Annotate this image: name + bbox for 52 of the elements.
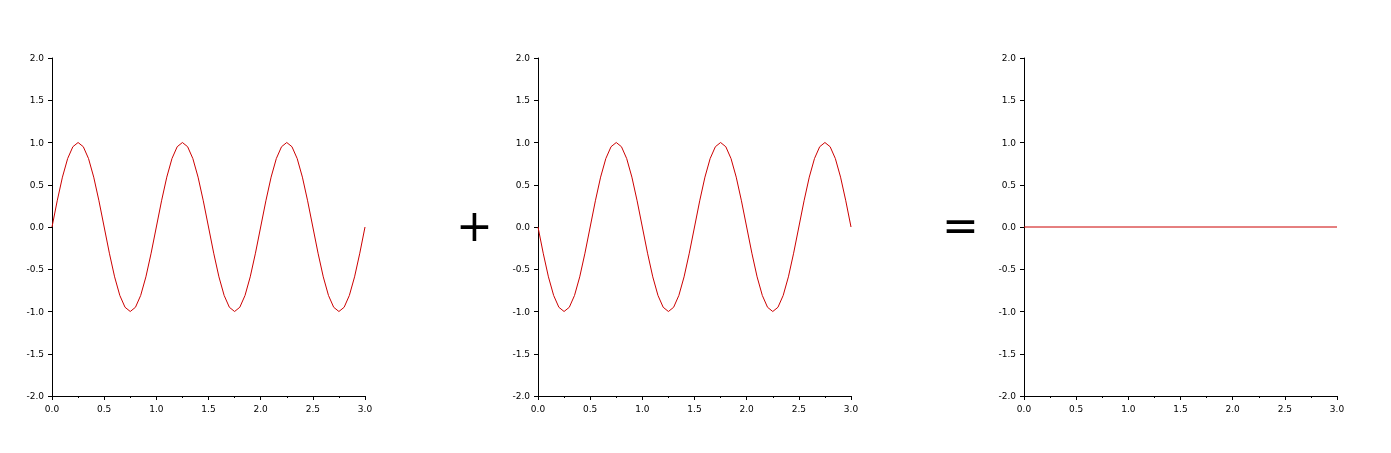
y-tick-label: -0.5	[998, 264, 1016, 275]
x-tick-label: 2.5	[791, 403, 806, 414]
y-tick-label: 1.5	[29, 95, 44, 106]
x-tick-label: 1.5	[201, 403, 216, 414]
x-tick-label: 1.0	[635, 403, 650, 414]
y-tick-label: 0.0	[1001, 222, 1017, 232]
y-tick-label: 1.0	[515, 137, 531, 148]
x-tick-label: 2.5	[305, 403, 320, 414]
line-series	[537, 142, 852, 312]
x-tick-label: 1.5	[1173, 403, 1188, 414]
x-tick-label: 1.5	[687, 403, 702, 414]
y-tick-label: -1.5	[26, 348, 44, 359]
x-tick-label: 2.0	[253, 403, 269, 414]
y-tick-label: 0.5	[1001, 179, 1016, 190]
x-tick-label: 3.0	[843, 403, 859, 414]
x-tick-label: 0.5	[583, 403, 598, 414]
y-tick-label: -0.5	[512, 264, 530, 275]
x-tick-label: 0.5	[1069, 403, 1084, 414]
line-series	[51, 142, 366, 312]
text: +	[456, 199, 493, 251]
y-tick-label: 2.0	[1001, 53, 1017, 63]
y-tick-label: -1.0	[998, 306, 1017, 317]
y-tick-label: 0.0	[29, 222, 45, 232]
y-tick-label: 0.5	[29, 179, 44, 190]
y-tick-label: -1.0	[26, 306, 45, 317]
y-tick-label: -0.5	[26, 264, 44, 275]
y-tick-label: -2.0	[26, 391, 45, 401]
x-tick-label: 3.0	[357, 403, 373, 414]
y-tick-label: -1.0	[512, 306, 531, 317]
y-tick-label: -2.0	[998, 391, 1017, 401]
y-tick-label: 2.0	[29, 53, 45, 63]
x-tick-label: 2.0	[739, 403, 755, 414]
text: =	[942, 199, 979, 251]
y-tick-label: 2.0	[515, 53, 531, 63]
y-tick-label: 1.5	[515, 95, 530, 106]
x-tick-label: 0.0	[44, 403, 60, 414]
x-tick-label: 0.0	[530, 403, 546, 414]
y-tick-label: 1.0	[29, 137, 45, 148]
y-tick-label: 0.5	[515, 179, 530, 190]
y-tick-label: 1.0	[1001, 137, 1017, 148]
x-tick-label: 2.5	[1277, 403, 1292, 414]
x-tick-label: 1.0	[149, 403, 164, 414]
x-tick-label: 0.5	[97, 403, 112, 414]
x-tick-label: 0.0	[1016, 403, 1032, 414]
x-tick-label: 3.0	[1329, 403, 1345, 414]
y-tick-label: -1.5	[512, 348, 530, 359]
x-tick-label: 1.0	[1121, 403, 1136, 414]
y-tick-label: 1.5	[1001, 95, 1016, 106]
y-tick-label: 0.0	[515, 222, 531, 232]
y-tick-label: -2.0	[512, 391, 531, 401]
y-tick-label: -1.5	[998, 348, 1016, 359]
x-tick-label: 2.0	[1225, 403, 1241, 414]
